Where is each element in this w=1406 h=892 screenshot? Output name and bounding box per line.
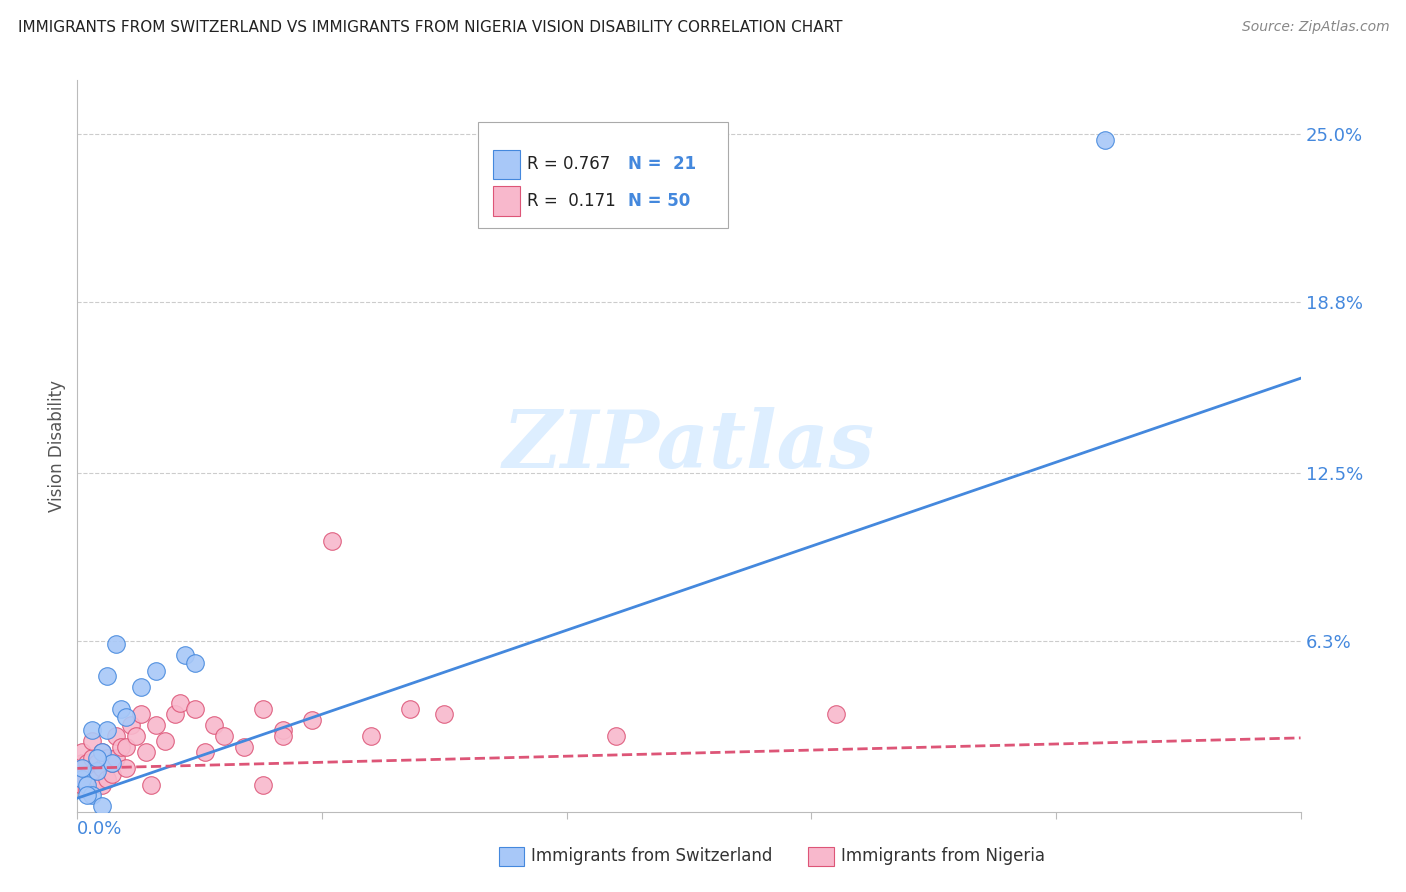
Point: [86, 756, 108, 770]
Point: [105, 750, 128, 764]
Point: [76, 756, 98, 770]
Text: R = 0.767: R = 0.767: [527, 155, 610, 173]
Point: [80, 750, 103, 764]
Point: [76, 783, 98, 797]
Point: [301, 713, 323, 727]
Point: [90, 778, 112, 792]
Point: [80, 766, 103, 780]
Text: R =  0.171: R = 0.171: [527, 192, 616, 210]
Point: [145, 718, 167, 732]
Point: [105, 637, 128, 651]
Point: [433, 707, 456, 722]
Point: [96, 772, 118, 787]
Point: [90, 745, 112, 759]
Point: [105, 729, 128, 743]
Text: IMMIGRANTS FROM SWITZERLAND VS IMMIGRANTS FROM NIGERIA VISION DISABILITY CORRELA: IMMIGRANTS FROM SWITZERLAND VS IMMIGRANT…: [18, 20, 842, 35]
Point: [96, 723, 118, 738]
Point: [115, 710, 138, 724]
Point: [321, 533, 343, 548]
Point: [252, 702, 274, 716]
Point: [86, 764, 108, 778]
Point: [193, 745, 215, 759]
Point: [96, 750, 118, 764]
Text: ZIPatlas: ZIPatlas: [503, 408, 875, 484]
Point: [96, 669, 118, 683]
Point: [110, 739, 132, 754]
Point: [139, 778, 162, 792]
Point: [76, 789, 98, 803]
Point: [70, 766, 93, 780]
Point: [100, 766, 122, 780]
Point: [115, 761, 138, 775]
Point: [824, 707, 846, 722]
Point: [125, 729, 148, 743]
Point: [110, 702, 132, 716]
Point: [174, 648, 197, 662]
Point: [70, 745, 93, 759]
Point: [90, 799, 112, 814]
Point: [120, 718, 142, 732]
Point: [232, 739, 254, 754]
Point: [80, 778, 103, 792]
Text: N = 50: N = 50: [627, 192, 690, 210]
Point: [605, 729, 627, 743]
Y-axis label: Vision Disability: Vision Disability: [48, 380, 66, 512]
Point: [70, 761, 93, 775]
Point: [80, 734, 103, 748]
Point: [129, 680, 152, 694]
Point: [169, 697, 191, 711]
Text: N =  21: N = 21: [627, 155, 696, 173]
Point: [129, 707, 152, 722]
Point: [76, 778, 98, 792]
Point: [70, 756, 93, 770]
Point: [76, 772, 98, 787]
Point: [86, 750, 108, 764]
Text: Immigrants from Switzerland: Immigrants from Switzerland: [531, 847, 773, 865]
Point: [90, 745, 112, 759]
Point: [86, 772, 108, 787]
Text: Source: ZipAtlas.com: Source: ZipAtlas.com: [1241, 20, 1389, 34]
Point: [90, 761, 112, 775]
Text: 0.0%: 0.0%: [77, 821, 122, 838]
Point: [165, 707, 187, 722]
Point: [100, 756, 122, 770]
Point: [202, 718, 225, 732]
Point: [360, 729, 382, 743]
Point: [184, 656, 207, 670]
Point: [70, 778, 93, 792]
Point: [399, 702, 422, 716]
Point: [100, 756, 122, 770]
Point: [184, 702, 207, 716]
Point: [145, 664, 167, 678]
Point: [1094, 133, 1116, 147]
Point: [80, 723, 103, 738]
Point: [135, 745, 157, 759]
Point: [115, 739, 138, 754]
Point: [70, 772, 93, 787]
Point: [271, 723, 294, 738]
Point: [271, 729, 294, 743]
Point: [155, 734, 177, 748]
Point: [212, 729, 235, 743]
Point: [252, 778, 274, 792]
Text: Immigrants from Nigeria: Immigrants from Nigeria: [841, 847, 1045, 865]
Point: [80, 789, 103, 803]
